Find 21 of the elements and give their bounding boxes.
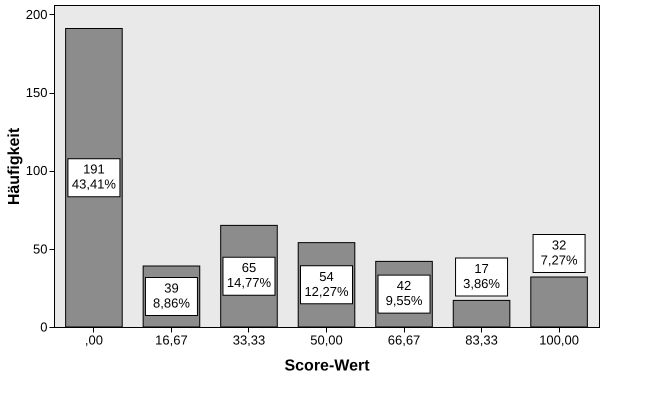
x-tick-label: 66,67 xyxy=(388,332,420,348)
data-label: 39 8,86% xyxy=(153,280,190,311)
x-axis-title: Score-Wert xyxy=(284,358,370,374)
data-label: 17 3,86% xyxy=(463,260,500,291)
y-tick-label: 50 xyxy=(33,241,48,256)
data-label: 191 43,41% xyxy=(72,162,116,192)
x-tick-label: 83,33 xyxy=(465,332,498,348)
x-tick-label: 33,33 xyxy=(232,332,266,348)
y-tick-label: 150 xyxy=(26,85,48,100)
y-tick-label: 100 xyxy=(26,163,48,178)
data-label: 32 7,27% xyxy=(540,238,578,268)
x-tick-label: 100,00 xyxy=(539,332,579,348)
data-label: 65 14,77% xyxy=(226,260,272,290)
data-label: 54 12,27% xyxy=(304,268,349,299)
data-label: 42 9,55% xyxy=(386,278,423,308)
x-tick-label: 16,67 xyxy=(155,332,188,348)
y-tick-label: 200 xyxy=(26,6,48,22)
x-tick-label: 50,00 xyxy=(310,332,343,348)
x-tick-label: ,00 xyxy=(84,332,103,348)
y-tick-label: 0 xyxy=(40,320,48,334)
y-axis-title: Häufigkeit xyxy=(6,127,23,206)
